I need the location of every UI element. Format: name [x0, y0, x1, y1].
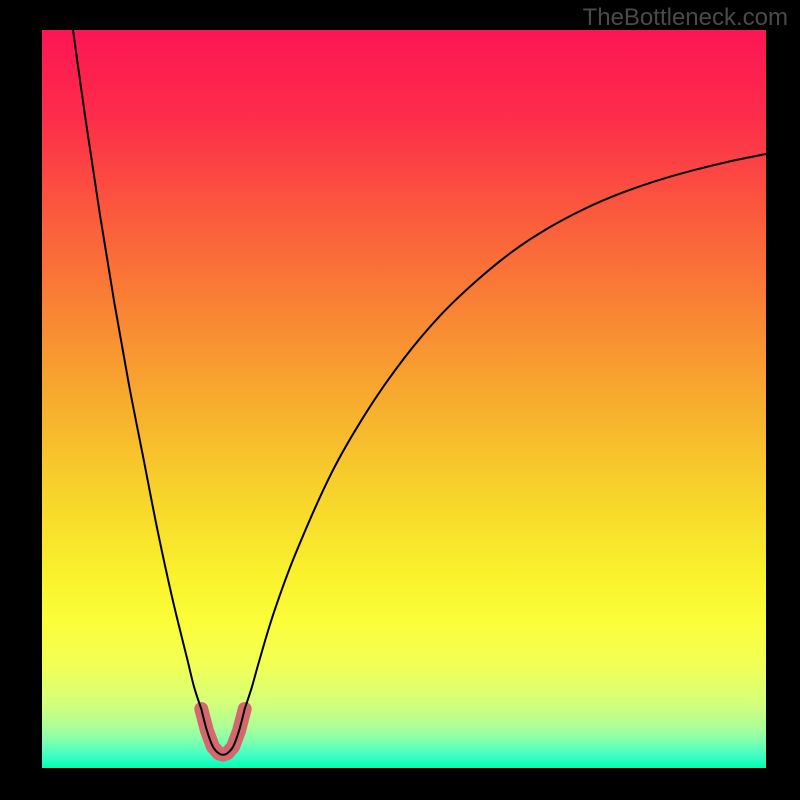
chart-stage: TheBottleneck.com — [0, 0, 800, 800]
plot-background — [42, 30, 766, 768]
watermark-label: TheBottleneck.com — [583, 4, 788, 32]
chart-svg — [0, 0, 800, 800]
